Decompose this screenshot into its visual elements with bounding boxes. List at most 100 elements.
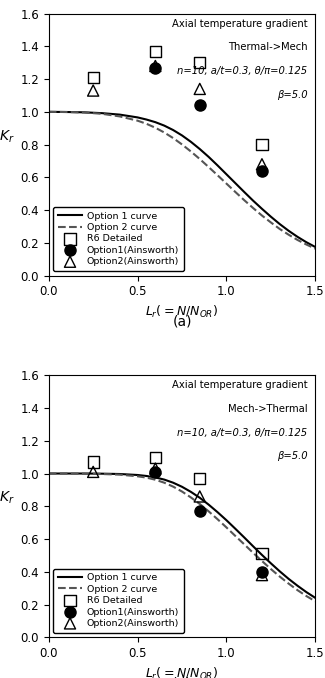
Option 2 curve	[118, 471, 122, 479]
Text: Thermal->Mech: Thermal->Mech	[227, 43, 307, 52]
Option2(Ainsworth)	[91, 85, 96, 96]
Option 2 curve	[47, 469, 51, 477]
Option 1 curve	[171, 126, 175, 134]
Option 1 curve	[295, 233, 299, 241]
Option 2 curve	[215, 515, 219, 523]
Y-axis label: $K_r$: $K_r$	[0, 490, 14, 506]
Option 1 curve	[100, 470, 104, 478]
Option 1 curve	[251, 542, 255, 551]
Option1(Ainsworth)	[197, 506, 202, 517]
Option 2 curve	[305, 241, 308, 249]
Option 2 curve	[207, 507, 211, 515]
R6 Detailed	[259, 549, 265, 559]
Option 1 curve	[215, 161, 219, 170]
Text: n=10, a/t=0.3, θ/π=0.125: n=10, a/t=0.3, θ/π=0.125	[177, 428, 307, 438]
Option 1 curve	[153, 473, 157, 481]
Option 1 curve	[82, 108, 86, 117]
X-axis label: $L_r (= N / N_{OR})$: $L_r (= N / N_{OR})$	[145, 304, 219, 320]
Option 2 curve	[278, 225, 282, 233]
R6 Detailed	[197, 57, 202, 68]
Option 1 curve	[233, 525, 237, 533]
R6 Detailed	[259, 139, 265, 150]
Option2(Ainsworth)	[259, 159, 265, 170]
Option 1 curve	[207, 153, 211, 161]
R6 Detailed	[197, 473, 202, 484]
Option 2 curve	[65, 108, 69, 116]
Option 2 curve	[313, 245, 317, 253]
Option 2 curve	[225, 523, 228, 532]
Option 2 curve	[171, 483, 175, 491]
Option 2 curve	[82, 108, 86, 117]
Option 1 curve	[242, 188, 246, 196]
Option 2 curve	[100, 470, 104, 478]
Option1(Ainsworth)	[153, 62, 158, 73]
Option 2 curve	[162, 479, 166, 487]
Text: n=10, a/t=0.3, θ/π=0.125: n=10, a/t=0.3, θ/π=0.125	[177, 66, 307, 76]
Title: (a): (a)	[172, 315, 192, 328]
Option 1 curve	[145, 472, 149, 480]
Option 2 curve	[215, 171, 219, 179]
Option 1 curve	[118, 111, 122, 119]
Option 2 curve	[242, 540, 246, 549]
Option 1 curve	[100, 109, 104, 117]
Line: Option 1 curve: Option 1 curve	[49, 112, 315, 247]
Option 1 curve	[189, 487, 193, 496]
Option 1 curve	[65, 108, 69, 116]
Option 1 curve	[278, 567, 282, 576]
Option 1 curve	[47, 108, 51, 116]
Option 1 curve	[118, 470, 122, 478]
Option 1 curve	[47, 469, 51, 477]
Option2(Ainsworth)	[153, 463, 158, 474]
Option 2 curve	[145, 120, 149, 128]
Option 1 curve	[287, 575, 291, 583]
Option 2 curve	[260, 212, 264, 220]
Option 1 curve	[136, 113, 139, 121]
Option 2 curve	[242, 196, 246, 204]
Option 1 curve	[198, 145, 202, 153]
Line: Option 1 curve: Option 1 curve	[49, 473, 315, 598]
Option 2 curve	[305, 592, 308, 600]
Option 2 curve	[198, 155, 202, 163]
Option1(Ainsworth)	[259, 165, 265, 176]
Option 1 curve	[305, 588, 308, 596]
Legend: Option 1 curve, Option 2 curve, R6 Detailed, Option1(Ainsworth), Option2(Ainswor: Option 1 curve, Option 2 curve, R6 Detai…	[54, 207, 184, 271]
Title: (d): (d)	[172, 676, 192, 678]
Option 2 curve	[233, 532, 237, 540]
Option2(Ainsworth)	[91, 466, 96, 477]
Option 2 curve	[233, 188, 237, 196]
Option 2 curve	[287, 580, 291, 588]
Option 2 curve	[100, 110, 104, 118]
Option 1 curve	[287, 226, 291, 235]
Option 1 curve	[313, 594, 317, 602]
Option 1 curve	[198, 494, 202, 502]
Option 2 curve	[145, 473, 149, 481]
Option 2 curve	[136, 117, 139, 125]
Legend: Option 1 curve, Option 2 curve, R6 Detailed, Option1(Ainsworth), Option2(Ainswor: Option 1 curve, Option 2 curve, R6 Detai…	[54, 569, 184, 633]
Option 1 curve	[65, 469, 69, 477]
Option 2 curve	[82, 470, 86, 478]
Option 1 curve	[162, 475, 166, 483]
Option 1 curve	[225, 516, 228, 524]
R6 Detailed	[91, 72, 96, 83]
Option 2 curve	[251, 204, 255, 212]
Option 2 curve	[47, 108, 51, 116]
X-axis label: $L_r (= N / N_{OR})$: $L_r (= N / N_{OR})$	[145, 666, 219, 678]
Option 1 curve	[207, 500, 211, 508]
Option 1 curve	[180, 483, 184, 491]
Option2(Ainsworth)	[197, 491, 202, 502]
Option 1 curve	[153, 118, 157, 126]
Option 2 curve	[295, 236, 299, 244]
Option 2 curve	[260, 557, 264, 565]
Option 1 curve	[180, 132, 184, 140]
Line: Option 2 curve: Option 2 curve	[49, 112, 315, 249]
Option 1 curve	[260, 551, 264, 559]
Option 2 curve	[278, 572, 282, 580]
Option 2 curve	[153, 123, 157, 132]
Option 1 curve	[251, 197, 255, 205]
Line: Option 2 curve: Option 2 curve	[49, 473, 315, 601]
Option 2 curve	[313, 597, 317, 605]
R6 Detailed	[153, 46, 158, 57]
Option 1 curve	[313, 243, 317, 251]
Option 1 curve	[278, 220, 282, 228]
Option 2 curve	[189, 147, 193, 155]
